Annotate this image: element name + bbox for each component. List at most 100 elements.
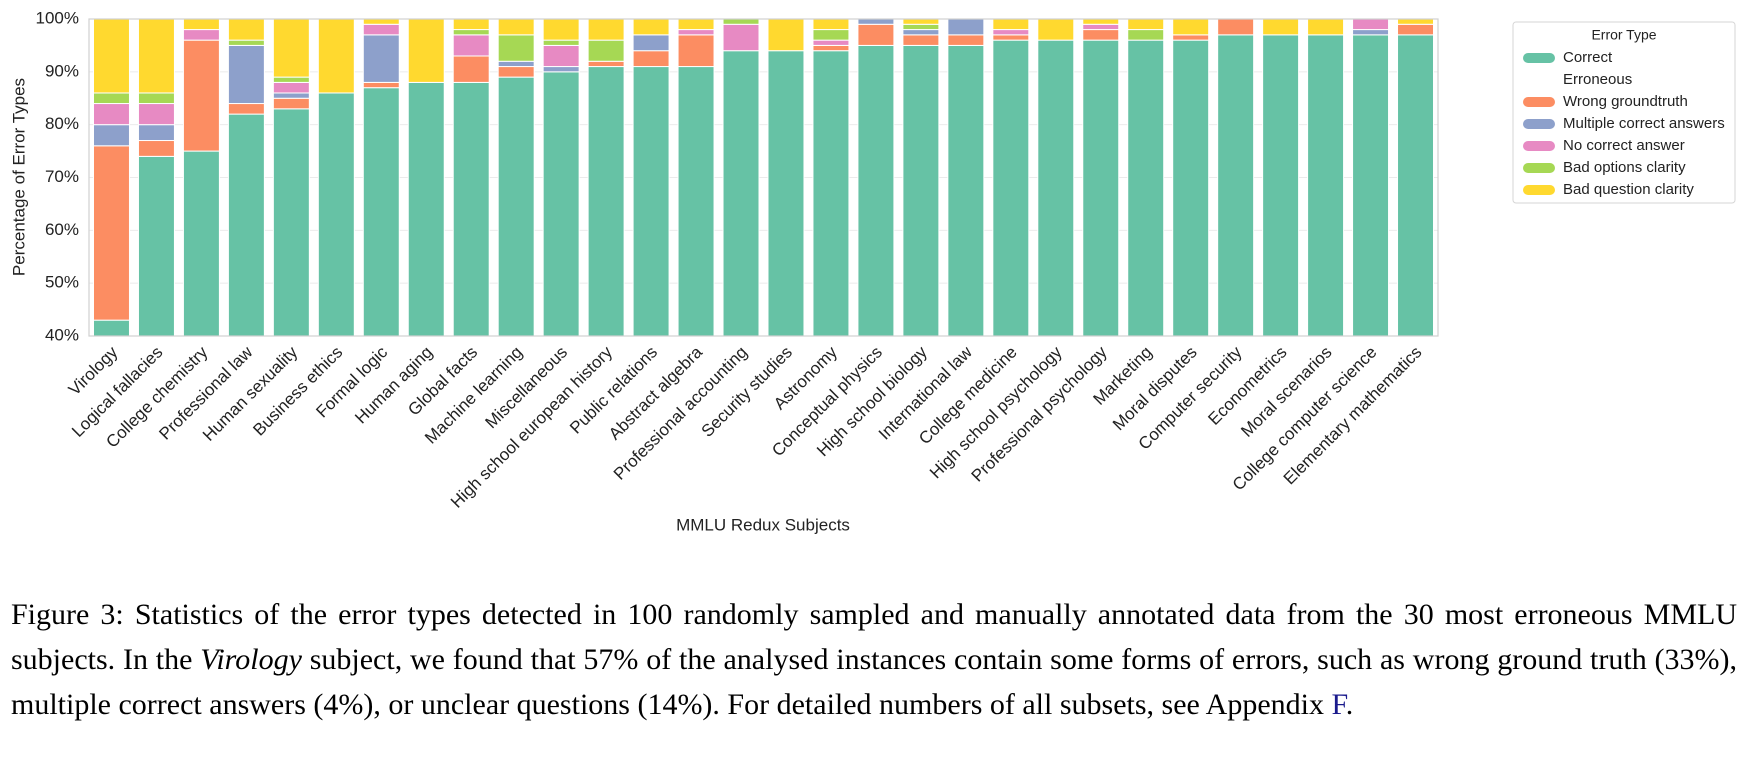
legend-marker xyxy=(1523,163,1555,173)
y-tick-label: 90% xyxy=(45,61,79,80)
legend-subheading: Erroneous xyxy=(1563,71,1632,88)
bar-segment xyxy=(587,66,625,336)
bar-segment xyxy=(1172,39,1210,336)
bar-segment xyxy=(1352,29,1390,36)
legend-marker xyxy=(1523,53,1555,63)
bar-segment xyxy=(407,19,445,83)
legend-box xyxy=(1512,21,1736,204)
bar-segment xyxy=(722,19,760,25)
bar-segment xyxy=(227,39,265,46)
bar-segment xyxy=(272,108,310,336)
bar-segment xyxy=(1352,19,1390,31)
bar-segment xyxy=(812,39,850,46)
bar-segment xyxy=(542,66,580,73)
y-axis-label: Percentage of Error Types xyxy=(9,78,28,276)
bar-segment xyxy=(1307,19,1345,36)
legend-marker xyxy=(1523,141,1555,151)
bar-segment xyxy=(1037,39,1075,336)
bar-segment xyxy=(587,19,625,41)
bar-segment xyxy=(632,34,670,52)
bar-segment xyxy=(182,39,220,152)
bar-segment xyxy=(272,97,310,110)
bar-segment xyxy=(857,19,895,25)
bar-segment xyxy=(362,19,400,25)
bar-segment xyxy=(1082,19,1120,25)
bar-segment xyxy=(902,34,940,46)
y-tick-label: 100% xyxy=(36,8,79,27)
bar-segment xyxy=(1397,34,1435,336)
bar-segment xyxy=(587,60,625,68)
bar-segment xyxy=(137,92,175,105)
bar-segment xyxy=(452,55,490,83)
caption-text: subject, we found that 57% of the analys… xyxy=(11,643,1738,721)
bar-segment xyxy=(857,44,895,336)
y-tick-label: 70% xyxy=(45,167,79,186)
bar-segment xyxy=(92,19,130,94)
bar-segment xyxy=(137,19,175,94)
bar-segment xyxy=(812,19,850,31)
legend-title: Error Type xyxy=(1591,27,1656,43)
bar-segment xyxy=(542,71,580,336)
bar-segment xyxy=(632,19,670,36)
plot-frame xyxy=(88,18,1439,337)
bar-segment xyxy=(767,19,805,52)
bar-segment xyxy=(1082,23,1120,31)
bar-segment xyxy=(497,19,535,36)
bar-segment xyxy=(497,66,535,78)
bar-segment xyxy=(812,50,850,336)
bar-segment xyxy=(362,81,400,89)
bar-segment xyxy=(497,76,535,336)
legend-marker xyxy=(1523,119,1555,129)
bar-segment xyxy=(272,19,310,78)
bar-segment xyxy=(452,34,490,57)
y-tick-label: 80% xyxy=(45,114,79,133)
bars xyxy=(92,19,1435,336)
y-tick-label: 40% xyxy=(45,325,79,344)
bar-segment xyxy=(902,44,940,336)
bar-segment xyxy=(137,140,175,157)
bar-segment xyxy=(452,29,490,36)
bar-segment xyxy=(272,92,310,99)
bar-segment xyxy=(542,19,580,41)
bar-segment xyxy=(632,50,670,68)
bar-segment xyxy=(767,50,805,336)
bar-segment xyxy=(497,60,535,68)
bar-segment xyxy=(317,92,355,336)
bar-segment xyxy=(812,44,850,52)
chart: Percentage of Error Types MMLU Redux Sub… xyxy=(9,8,1736,534)
bar-segment xyxy=(497,34,535,62)
figure-caption: Figure 3: Statistics of the error types … xyxy=(11,592,1737,727)
appendix-link[interactable]: F xyxy=(1331,688,1346,721)
legend-label: Correct xyxy=(1563,49,1613,66)
bar-segment xyxy=(227,113,265,336)
bar-segment xyxy=(1082,39,1120,336)
bar-segment xyxy=(992,19,1030,31)
bar-segment xyxy=(542,39,580,46)
bar-segment xyxy=(362,87,400,336)
bar-segment xyxy=(1127,39,1165,336)
bar-segment xyxy=(1307,34,1345,336)
bar-segment xyxy=(992,34,1030,41)
bar-segment xyxy=(227,103,265,115)
bar-segment xyxy=(272,76,310,83)
bar-segment xyxy=(1397,19,1435,25)
legend-label: Wrong groundtruth xyxy=(1563,93,1688,110)
bar-segment xyxy=(362,23,400,36)
legend-label: Multiple correct answers xyxy=(1563,115,1725,132)
legend-label: Bad question clarity xyxy=(1563,181,1694,198)
bar-segment xyxy=(632,66,670,336)
bar-segment xyxy=(92,124,130,147)
bar-segment xyxy=(902,29,940,36)
bar-segment xyxy=(137,103,175,126)
bar-segment xyxy=(722,50,760,336)
legend-marker xyxy=(1523,97,1555,107)
bar-segment xyxy=(677,29,715,36)
bar-segment xyxy=(542,44,580,68)
bar-segment xyxy=(677,66,715,336)
bar-segment xyxy=(1037,19,1075,41)
bar-segment xyxy=(272,81,310,94)
bar-segment xyxy=(677,19,715,31)
bar-segment xyxy=(1262,19,1300,36)
bar-segment xyxy=(317,19,355,94)
